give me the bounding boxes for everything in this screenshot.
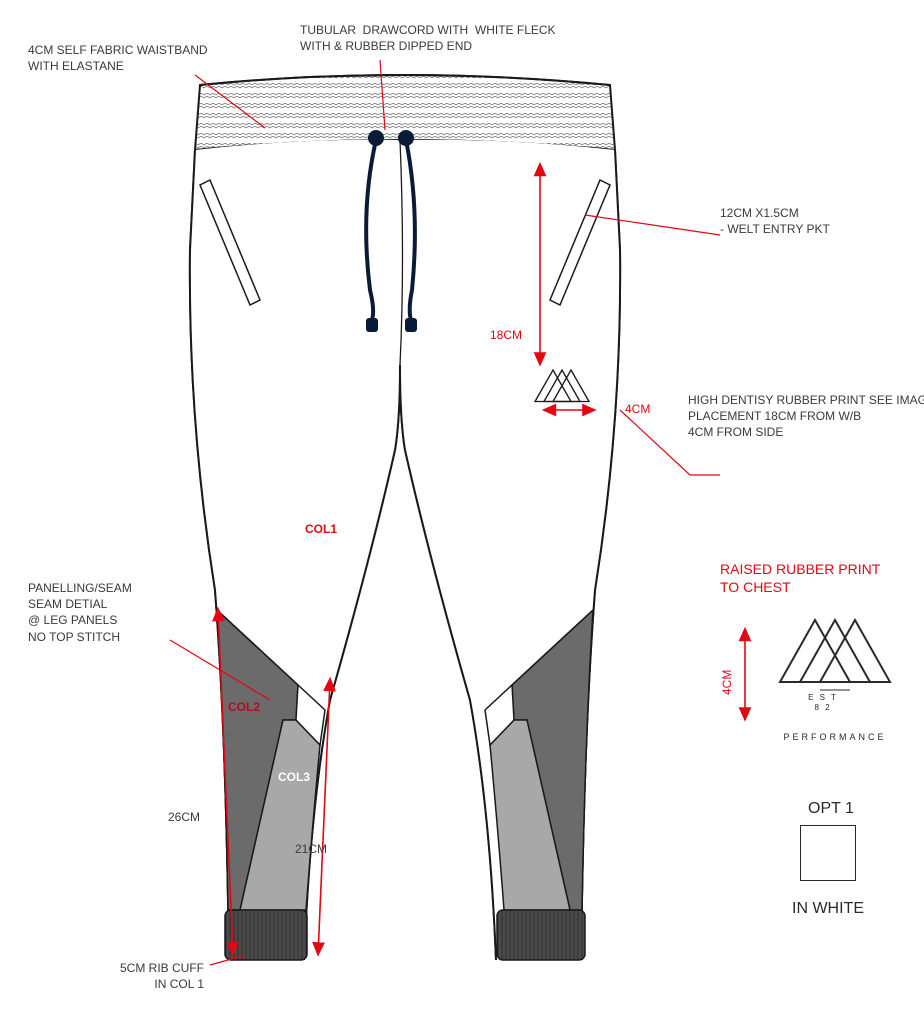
label-in-white: IN WHITE	[792, 900, 864, 918]
detail-logo	[780, 620, 890, 690]
callout-rib-cuff: 5CM RIB CUFF IN COL 1	[120, 960, 204, 992]
callout-drawcord: TUBULAR DRAWCORD WITH WHITE FLECK WITH &…	[300, 22, 556, 54]
callout-panelling: PANELLING/SEAM SEAM DETIAL @ LEG PANELS …	[28, 580, 132, 645]
meas-4cm-logo: 4CM	[720, 670, 734, 695]
label-col2: COL2	[228, 700, 260, 714]
logo-est: E S T	[808, 693, 838, 702]
label-opt1: OPT 1	[808, 800, 854, 818]
callout-welt-pkt: 12CM X1.5CM - WELT ENTRY PKT	[720, 205, 830, 237]
meas-4cm-side: 4CM	[625, 402, 650, 416]
logo-b2: 8 2	[814, 703, 831, 712]
tech-drawing: E S T 8 2 PERFORMANCE	[0, 0, 924, 1024]
label-col1: COL1	[305, 522, 337, 536]
swatch-opt1	[800, 825, 856, 881]
logo-performance: PERFORMANCE	[783, 732, 886, 742]
meas-26cm: 26CM	[168, 810, 200, 824]
meas-18cm: 18CM	[490, 328, 522, 342]
heading-raised-rubber: RAISED RUBBER PRINT TO CHEST	[720, 560, 880, 596]
label-col3: COL3	[278, 770, 310, 784]
callout-waistband: 4CM SELF FABRIC WAISTBAND WITH ELASTANE	[28, 42, 208, 74]
meas-21cm: 21CM	[295, 842, 327, 856]
rib-cuffs	[225, 910, 585, 960]
callout-rubber-print: HIGH DENTISY RUBBER PRINT SEE IMAGE PLAC…	[688, 392, 924, 441]
